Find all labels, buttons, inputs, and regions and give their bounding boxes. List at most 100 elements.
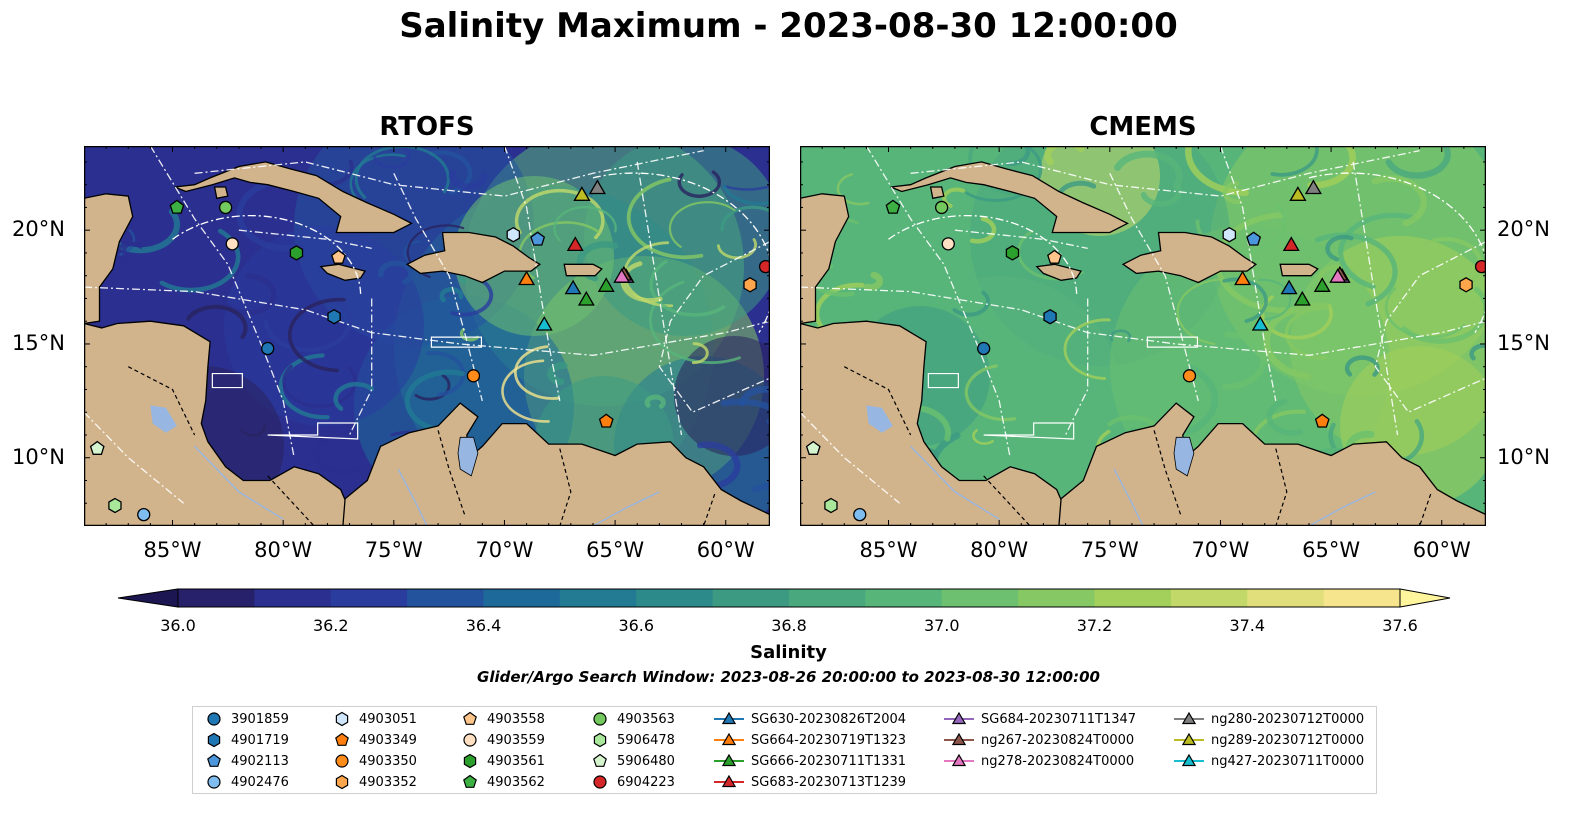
colorbar-tick-label: 36.2 — [312, 616, 349, 635]
legend-symbol — [207, 732, 221, 748]
marker-SG683-20230713T1239[interactable] — [566, 236, 584, 252]
legend-label: 4903051 — [359, 711, 417, 727]
marker-4902113[interactable] — [530, 231, 546, 246]
colorbar-segment — [254, 589, 332, 607]
marker-ng278-20230824T0000[interactable] — [613, 268, 631, 283]
marker-SG683-20230713T1239[interactable] — [1282, 236, 1300, 252]
marker-5906480[interactable] — [89, 440, 105, 455]
colorbar-label: Salinity — [750, 642, 827, 663]
figure-title: Salinity Maximum - 2023-08-30 12:00:00 — [399, 6, 1178, 46]
map-panel-cmems[interactable] — [800, 146, 1486, 526]
x-tick-label: 85°W — [859, 538, 918, 562]
marker-ng427-20230711T0000[interactable] — [1251, 316, 1269, 331]
marker-5906478[interactable] — [108, 497, 122, 514]
marker-5906478[interactable] — [824, 497, 838, 514]
marker-4903561[interactable] — [1005, 245, 1020, 261]
legend-symbol — [944, 711, 974, 725]
marker-4903350[interactable] — [1182, 369, 1197, 383]
legend-symbol — [207, 753, 221, 767]
legend-item: ng267-20230824T0000 — [943, 730, 1134, 750]
marker-SG630-20230826T2004[interactable] — [1280, 279, 1298, 295]
colorbar-segment — [407, 589, 485, 607]
marker-4903559[interactable] — [941, 237, 955, 251]
marker-4901719[interactable] — [1043, 308, 1057, 325]
legend-label: ng267-20230824T0000 — [981, 732, 1135, 748]
marker-ng280-20230712T0000[interactable] — [588, 179, 606, 195]
colorbar-tick-label: 37.6 — [1382, 616, 1418, 635]
colorbar-segment — [1247, 589, 1325, 607]
marker-SG664-20230719T1323[interactable] — [1234, 270, 1252, 286]
marker-4903352[interactable] — [1459, 277, 1473, 293]
marker-6904223[interactable] — [1474, 259, 1486, 274]
marker-SG630-20230826T2004[interactable] — [564, 279, 582, 295]
marker-4903352[interactable] — [743, 277, 757, 293]
marker-5906480[interactable] — [805, 440, 821, 455]
legend-symbol — [593, 753, 607, 767]
x-tick-label: 60°W — [1412, 538, 1471, 562]
marker-4903349[interactable] — [598, 413, 614, 428]
colorbar-segment — [636, 589, 714, 607]
x-tick-label: 65°W — [1302, 538, 1361, 562]
marker-4903350[interactable] — [466, 369, 481, 383]
marker-4902113[interactable] — [1246, 231, 1262, 246]
marker-4903562[interactable] — [169, 199, 185, 214]
legend-label: 5906480 — [617, 753, 675, 769]
marker-4903349[interactable] — [1314, 413, 1330, 428]
x-tick-label: 80°W — [254, 538, 313, 562]
x-tick-label: 75°W — [364, 538, 423, 562]
legend-item: SG683-20230713T1239 — [713, 772, 906, 792]
legend-symbol — [714, 753, 744, 767]
colorbar-tick-label: 36.8 — [771, 616, 807, 635]
marker-SG666-20230711T1331[interactable] — [577, 290, 595, 306]
marker-4902476[interactable] — [853, 507, 867, 522]
colorbar-segment — [865, 589, 943, 607]
legend-symbol — [335, 754, 349, 768]
legend-label: SG630-20230826T2004 — [751, 711, 907, 727]
colorbar-segment — [559, 589, 637, 607]
legend-item: ng280-20230712T0000 — [1173, 709, 1364, 729]
marker-3901859[interactable] — [977, 341, 991, 356]
map-panel-rtofs[interactable] — [84, 146, 770, 526]
colorbar-segment — [1094, 589, 1172, 607]
marker-4903563[interactable] — [218, 200, 233, 215]
marker-ng278-20230824T0000[interactable] — [1329, 268, 1347, 283]
x-tick-label: 80°W — [970, 538, 1029, 562]
legend-label: 4903349 — [359, 732, 417, 748]
marker-4903561[interactable] — [289, 245, 304, 261]
marker-4903051[interactable] — [1222, 226, 1237, 243]
legend-label: 4903352 — [359, 774, 417, 790]
legend-symbol — [714, 732, 744, 746]
marker-4902476[interactable] — [137, 507, 151, 522]
legend-item: SG666-20230711T1331 — [713, 751, 906, 771]
legend-symbol — [714, 774, 744, 788]
x-tick-label: 60°W — [696, 538, 755, 562]
colorbar-tick-label: 37.2 — [1076, 616, 1113, 635]
marker-SG666b[interactable] — [597, 277, 615, 292]
marker-ng427-20230711T0000[interactable] — [535, 316, 553, 331]
x-tick-label: 85°W — [143, 538, 202, 562]
marker-4903562[interactable] — [885, 199, 901, 214]
marker-SG666-20230711T1331[interactable] — [1293, 290, 1311, 306]
marker-SG664-20230719T1323[interactable] — [518, 270, 536, 286]
colorbar — [117, 588, 1451, 608]
y-tick-label-left: 10°N — [12, 444, 65, 469]
marker-4903559[interactable] — [225, 237, 239, 251]
marker-4903558[interactable] — [331, 249, 346, 264]
marker-4903051[interactable] — [506, 226, 521, 243]
marker-ng289-20230712T0000[interactable] — [1289, 186, 1307, 201]
legend-symbol — [714, 711, 744, 725]
marker-ng280-20230712T0000[interactable] — [1304, 179, 1322, 195]
marker-ng289-20230712T0000[interactable] — [573, 186, 591, 201]
colorbar-tick-label: 36.4 — [465, 616, 502, 635]
legend-item: 4903350 — [331, 751, 417, 771]
x-tick-label: 65°W — [586, 538, 645, 562]
legend-symbol — [593, 732, 607, 748]
colorbar-tick-label: 36.6 — [618, 616, 655, 635]
marker-4903558[interactable] — [1047, 249, 1062, 264]
legend-symbol — [463, 711, 477, 725]
marker-4901719[interactable] — [327, 308, 341, 325]
marker-3901859[interactable] — [261, 341, 275, 356]
marker-SG666b[interactable] — [1313, 277, 1331, 292]
marker-6904223[interactable] — [758, 259, 770, 274]
marker-4903563[interactable] — [934, 200, 949, 215]
